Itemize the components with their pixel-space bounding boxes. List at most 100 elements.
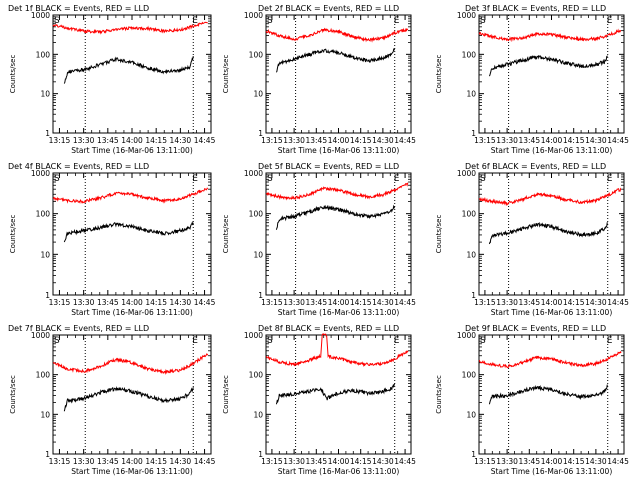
- y-axis-label: Counts/sec: [222, 55, 230, 94]
- x-tick-label: 14:00: [121, 136, 143, 145]
- lld-rate-line: [478, 28, 622, 43]
- x-tick-label: 14:30: [585, 136, 607, 145]
- x-axis-label: Start Time (16-Mar-06 13:11:00): [71, 146, 193, 155]
- x-tick-label: 13:30: [73, 298, 95, 307]
- x-tick-label: 13:30: [283, 457, 305, 466]
- x-tick-label: 14:45: [607, 457, 629, 466]
- y-tick-label: 1: [45, 291, 50, 300]
- plot-frame: [265, 14, 412, 134]
- lld-rate-line: [265, 333, 409, 368]
- y-tick-label: 1000: [457, 169, 476, 178]
- event-rate-line: [488, 384, 608, 405]
- x-tick-label: 13:15: [261, 457, 283, 466]
- x-tick-label: 13:30: [73, 136, 95, 145]
- y-tick-label: 1: [471, 129, 476, 138]
- plot-frame: [265, 172, 412, 296]
- start-marker: S: [267, 16, 273, 26]
- x-axis-label: Start Time (16-Mar-06 13:11:00): [278, 308, 400, 317]
- y-tick-label: 10: [40, 410, 50, 419]
- chart-title: Det 6f BLACK = Events, RED = LLD: [465, 162, 606, 171]
- start-marker: S: [54, 16, 60, 26]
- y-tick-label: 1: [471, 291, 476, 300]
- lld-rate-line: [265, 182, 409, 201]
- lld-rate-line: [265, 27, 409, 43]
- y-tick-label: 100: [462, 371, 477, 380]
- x-tick-label: 14:15: [350, 136, 372, 145]
- x-tick-label: 13:15: [474, 136, 496, 145]
- x-axis-label: Start Time (16-Mar-06 13:11:00): [491, 146, 613, 155]
- y-tick-label: 100: [462, 50, 477, 59]
- x-tick-label: 13:30: [496, 136, 518, 145]
- plot-frame: [52, 14, 212, 134]
- start-marker: S: [267, 336, 273, 346]
- lld-rate-line: [52, 187, 209, 204]
- event-rate-line: [63, 56, 194, 84]
- y-axis-label: Counts/sec: [435, 375, 443, 414]
- y-tick-label: 10: [40, 250, 50, 259]
- x-tick-label: 14:45: [394, 136, 416, 145]
- x-tick-label: 14:30: [170, 298, 192, 307]
- x-tick-label: 14:00: [328, 298, 350, 307]
- y-tick-label: 1000: [31, 331, 50, 340]
- start-marker: S: [54, 336, 60, 346]
- y-tick-label: 10: [466, 410, 476, 419]
- y-tick-label: 100: [462, 210, 477, 219]
- event-rate-line: [275, 204, 396, 230]
- x-tick-label: 13:45: [518, 457, 540, 466]
- x-tick-label: 14:00: [328, 457, 350, 466]
- x-tick-label: 14:00: [541, 457, 563, 466]
- y-tick-label: 10: [253, 410, 263, 419]
- start-marker: S: [480, 174, 486, 184]
- chart-title: Det 3f BLACK = Events, RED = LLD: [465, 4, 606, 13]
- x-tick-label: 13:15: [474, 298, 496, 307]
- y-tick-label: 100: [249, 50, 264, 59]
- x-tick-label: 13:45: [97, 298, 119, 307]
- event-rate-line: [275, 383, 396, 405]
- y-tick-label: 10: [466, 250, 476, 259]
- x-tick-label: 13:30: [283, 298, 305, 307]
- y-axis-label: Counts/sec: [9, 215, 17, 254]
- y-axis-label: Counts/sec: [435, 55, 443, 94]
- start-marker: S: [480, 336, 486, 346]
- event-rate-line: [488, 221, 608, 245]
- y-tick-label: 1000: [244, 331, 263, 340]
- lld-rate-line: [52, 21, 208, 35]
- x-tick-label: 13:15: [261, 298, 283, 307]
- y-tick-label: 1: [258, 129, 263, 138]
- y-tick-label: 1000: [244, 169, 263, 178]
- start-marker: S: [480, 16, 486, 26]
- y-axis-label: Counts/sec: [222, 215, 230, 254]
- y-tick-label: 1: [258, 450, 263, 459]
- plot-frame: [478, 14, 625, 134]
- y-tick-label: 10: [253, 250, 263, 259]
- x-tick-label: 13:30: [73, 457, 95, 466]
- x-tick-label: 14:00: [328, 136, 350, 145]
- y-tick-label: 100: [249, 371, 264, 380]
- chart-title: Det 5f BLACK = Events, RED = LLD: [258, 162, 399, 171]
- x-tick-label: 14:30: [170, 136, 192, 145]
- x-tick-label: 14:45: [194, 298, 216, 307]
- y-tick-label: 10: [253, 90, 263, 99]
- y-tick-label: 1000: [457, 11, 476, 20]
- x-tick-label: 14:15: [563, 298, 585, 307]
- y-tick-label: 1000: [31, 169, 50, 178]
- x-tick-label: 14:15: [145, 298, 167, 307]
- y-axis-label: Counts/sec: [222, 375, 230, 414]
- x-tick-label: 14:00: [121, 298, 143, 307]
- x-axis-label: Start Time (16-Mar-06 13:11:00): [278, 467, 400, 476]
- plot-frame: [52, 172, 212, 296]
- x-axis-label: Start Time (16-Mar-06 13:11:00): [71, 308, 193, 317]
- end-marker: E: [192, 174, 198, 184]
- chart-title: Det 9f BLACK = Events, RED = LLD: [465, 324, 606, 333]
- x-tick-label: 14:15: [350, 457, 372, 466]
- y-tick-label: 10: [466, 90, 476, 99]
- x-tick-label: 14:30: [372, 457, 394, 466]
- x-tick-label: 14:15: [563, 457, 585, 466]
- x-tick-label: 13:30: [283, 136, 305, 145]
- y-tick-label: 100: [36, 371, 51, 380]
- event-rate-line: [63, 221, 194, 243]
- y-tick-label: 1000: [244, 11, 263, 20]
- lld-rate-line: [478, 350, 622, 369]
- event-rate-line: [63, 386, 194, 412]
